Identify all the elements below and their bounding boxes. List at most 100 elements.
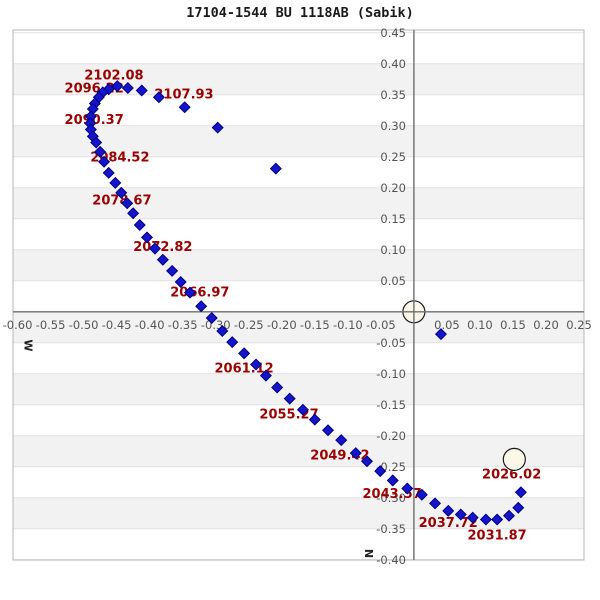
orbit-data-point: [454, 508, 467, 521]
y-tick-label: 0.40: [380, 57, 406, 71]
orbit-data-point: [98, 155, 111, 168]
orbit-data-point: [401, 482, 414, 495]
epoch-year-label: 2043.57: [362, 487, 421, 502]
x-tick-label: -0.40: [135, 318, 165, 332]
orbit-data-point: [322, 424, 335, 437]
x-tick-label: 0.10: [467, 318, 493, 332]
x-tick-label: -0.50: [69, 318, 99, 332]
grid-band: [13, 249, 584, 281]
orbit-data-point: [308, 413, 321, 426]
plot-border: [12, 29, 585, 561]
y-tick-label: 0.35: [380, 88, 406, 102]
orbit-data-point: [360, 455, 374, 468]
orbit-data-point: [415, 488, 428, 501]
epoch-year-label: 2066.97: [170, 285, 229, 300]
orbit-data-point: [121, 197, 134, 210]
orbit-data-point: [115, 186, 128, 199]
orbit-data-point: [102, 166, 115, 179]
y-tick-label: 0.05: [380, 274, 406, 288]
orbit-data-point: [135, 84, 148, 97]
epoch-year-label: 2072.82: [133, 240, 192, 255]
epoch-year-label: 2031.87: [468, 529, 527, 544]
orbit-data-point: [491, 513, 504, 526]
orbit-data-point: [296, 403, 309, 416]
orbit-data-point: [503, 509, 516, 522]
epoch-position-circle: [502, 447, 526, 471]
orbit-data-point: [121, 81, 134, 94]
x-tick-label: 0.25: [566, 318, 592, 332]
orbit-data-point: [466, 511, 479, 524]
grid-band: [13, 497, 584, 529]
orbit-data-point: [205, 311, 218, 325]
grid-band: [13, 311, 584, 343]
y-tick-label: 0.15: [380, 212, 406, 226]
epoch-year-label: 2107.93: [154, 88, 213, 103]
epoch-year-label: 2049.42: [310, 449, 369, 464]
grid-band: [13, 435, 584, 467]
orbit-data-point: [349, 447, 362, 460]
y-tick-label: 0.45: [380, 26, 406, 40]
orbit-data-point: [283, 392, 296, 405]
y-tick-label: -0.20: [376, 429, 406, 443]
orbit-data-point: [250, 358, 263, 371]
orbit-data-point: [335, 434, 348, 447]
x-tick-label: -0.60: [3, 318, 33, 332]
x-tick-label: -0.25: [234, 318, 264, 332]
epoch-year-label: 2090.37: [65, 113, 124, 128]
y-tick-label: 0.30: [380, 119, 406, 133]
orbit-data-point: [226, 336, 239, 349]
y-tick-label: 0.25: [380, 150, 406, 164]
orbit-data-point: [374, 465, 387, 478]
orbit-data-point: [271, 381, 284, 394]
epoch-year-label: 2102.08: [84, 68, 143, 83]
orbit-data-point: [94, 145, 107, 158]
orbit-data-point: [148, 242, 161, 255]
y-tick-label: 0.20: [380, 181, 406, 195]
orbit-data-point: [174, 276, 187, 289]
orbit-data-point: [183, 286, 196, 299]
orbit-data-point: [166, 264, 179, 277]
x-tick-label: 0.05: [434, 318, 460, 332]
x-tick-label: -0.10: [333, 318, 363, 332]
y-tick-label: -0.15: [376, 398, 406, 412]
grid-band: [13, 187, 584, 219]
x-tick-label: -0.35: [168, 318, 198, 332]
x-axis-direction-label-west: W: [21, 339, 35, 352]
orbit-data-point: [133, 218, 146, 232]
epoch-year-label: 2026.02: [482, 468, 541, 483]
chart-title: 17104-1544 BU 1118AB (Sabik): [186, 5, 414, 21]
orbit-data-point: [195, 300, 208, 313]
orbit-data-point: [512, 501, 525, 514]
orbit-data-point: [152, 91, 165, 104]
orbit-data-point: [141, 231, 154, 244]
y-tick-label: -0.10: [376, 367, 406, 381]
x-tick-label: -0.55: [36, 318, 66, 332]
y-axis-direction-label-north: N: [362, 548, 376, 559]
orbit-data-point: [434, 328, 447, 341]
orbit-data-point: [429, 497, 442, 510]
orbit-data-point: [156, 253, 169, 266]
y-tick-label: -0.40: [376, 553, 406, 567]
orbit-data-point: [211, 121, 224, 134]
x-tick-label: -0.45: [102, 318, 132, 332]
grid-band: [13, 125, 584, 157]
orbit-data-point: [238, 347, 251, 360]
y-tick-label: -0.35: [376, 522, 406, 536]
y-tick-label: -0.05: [376, 336, 406, 350]
x-tick-label: 0.20: [533, 318, 559, 332]
orbit-data-point: [127, 207, 140, 220]
orbit-data-point: [178, 101, 191, 114]
orbit-data-point: [479, 513, 492, 526]
x-tick-label: 0.15: [500, 318, 526, 332]
orbit-data-point: [269, 162, 282, 175]
grid-band: [13, 373, 584, 405]
orbit-data-point: [386, 474, 399, 487]
y-tick-label: -0.30: [376, 491, 406, 505]
orbit-data-point: [216, 325, 229, 338]
x-tick-label: -0.15: [300, 318, 330, 332]
orbit-data-point: [514, 486, 527, 499]
orbit-data-point: [259, 369, 272, 382]
orbit-data-point: [442, 504, 455, 517]
